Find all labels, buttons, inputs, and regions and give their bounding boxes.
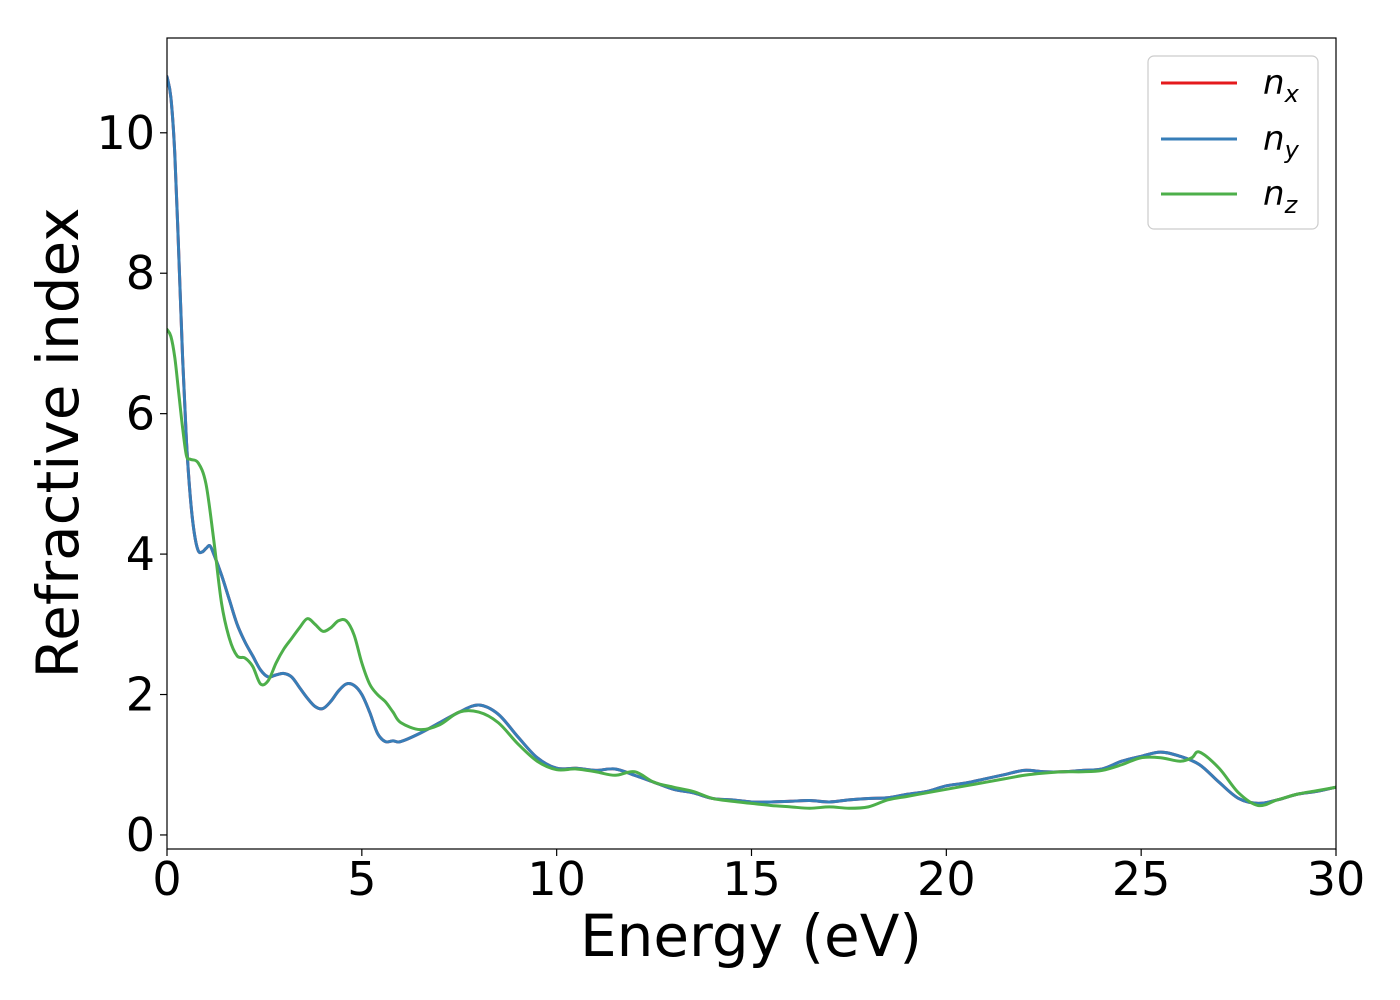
legend-label-n-z: nz [1263,174,1299,219]
x-tick-label: 20 [917,852,976,906]
legend-label-subscript: x [1284,80,1300,108]
x-tick-label: 15 [722,852,781,906]
legend-label-base: n [1263,174,1285,214]
x-axis: 0 5 10 15 20 25 30 [152,849,1365,906]
legend-label-base: n [1263,63,1285,103]
x-tick-label: 10 [527,852,586,906]
series-line-n-z [167,327,1336,810]
series-layer [167,75,1336,810]
legend-label-subscript: y [1284,136,1300,164]
y-axis: 0 2 4 6 8 10 [96,106,167,862]
y-tick-label: 8 [126,246,155,300]
legend-label-n-x: nx [1263,63,1300,108]
y-tick-label: 4 [126,527,155,581]
x-tick-label: 5 [347,852,376,906]
x-tick-label: 30 [1307,852,1366,906]
x-tick-label: 25 [1112,852,1171,906]
legend-label-base: n [1263,119,1285,159]
y-tick-label: 2 [126,668,155,722]
legend-label-subscript: z [1284,191,1299,219]
y-tick-label: 10 [96,106,155,160]
legend-label-n-y: ny [1263,119,1300,164]
y-axis-label: Refractive index [24,207,92,678]
y-tick-label: 6 [126,387,155,441]
legend-box [1147,55,1319,230]
x-axis-label: Energy (eV) [580,902,922,970]
x-tick-label: 0 [152,852,181,906]
y-tick-label: 0 [126,808,155,862]
